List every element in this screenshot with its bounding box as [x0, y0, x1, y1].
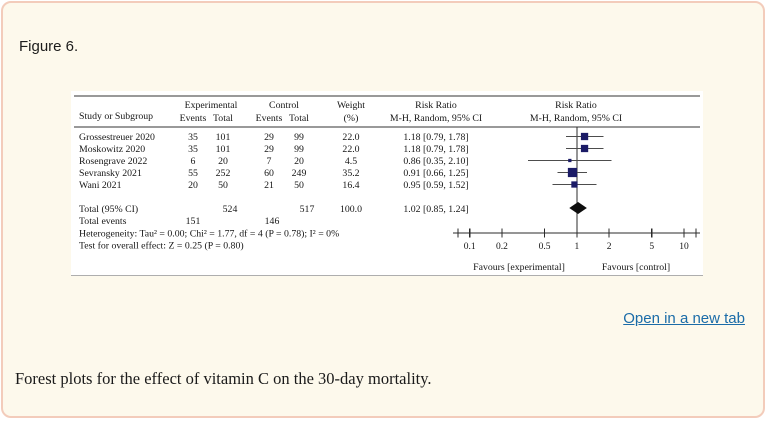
axis-tick-label: 0.1: [464, 242, 476, 252]
ctl-events: 21: [264, 180, 274, 191]
exp-total: 50: [218, 180, 228, 191]
axis-tick-label: 0.2: [496, 242, 508, 252]
plot-header-risk-ratio: Risk Ratio: [555, 100, 597, 111]
study-name: Sevransky 2021: [79, 168, 142, 179]
weight-value: 22.0: [342, 144, 359, 155]
ctl-events: 29: [264, 132, 274, 143]
total-events-label: Total events: [79, 216, 127, 227]
rr-ci-text: 0.91 [0.66, 1.25]: [403, 168, 468, 179]
heterogeneity-text: Heterogeneity: Tau² = 0.00; Chi² = 1.77,…: [79, 229, 339, 240]
ctl-total: 99: [294, 132, 304, 143]
weight-value: 35.2: [342, 168, 359, 179]
study-name: Moskowitz 2020: [79, 144, 145, 155]
study-name: Grossestreuer 2020: [79, 132, 155, 143]
total-rr-ci-text: 1.02 [0.85, 1.24]: [403, 204, 468, 215]
total-weight: 100.0: [340, 204, 362, 215]
total-exp: 524: [223, 204, 238, 215]
ctl-events: 60: [264, 168, 274, 179]
rr-ci-text: 0.95 [0.59, 1.52]: [403, 180, 468, 191]
axis-tick-label: 1: [574, 242, 579, 252]
open-in-new-tab-link[interactable]: Open in a new tab: [623, 310, 745, 327]
rr-ci-text: 1.18 [0.79, 1.78]: [403, 144, 468, 155]
total-events-ctl: 146: [265, 216, 280, 227]
total-row-label: Total (95% CI): [79, 204, 138, 215]
rr-ci-text: 0.86 [0.35, 2.10]: [403, 156, 468, 167]
exp-events: 35: [188, 144, 198, 155]
summary-diamond: [569, 202, 587, 214]
col-header-weight-pct: (%): [344, 113, 359, 124]
axis-tick-label: 10: [679, 242, 689, 252]
axis-tick-label: 2: [607, 242, 612, 252]
weight-value: 16.4: [342, 180, 359, 191]
col-header-weight: Weight: [337, 100, 365, 111]
col-header-total-ctl: Total: [289, 113, 309, 124]
col-header-study: Study or Subgroup: [79, 111, 153, 122]
ctl-events: 7: [267, 156, 272, 167]
col-header-method: M-H, Random, 95% CI: [390, 113, 482, 124]
exp-total: 101: [216, 132, 231, 143]
study-name: Rosengrave 2022: [79, 156, 147, 167]
axis-tick-label: 5: [649, 242, 654, 252]
favours-left-label: Favours [experimental]: [473, 262, 565, 273]
col-header-control: Control: [269, 100, 299, 111]
figure-card: Figure 6. Study or Subgroup Experimental E…: [1, 1, 765, 418]
point-estimate-square: [580, 132, 589, 141]
point-estimate-square: [580, 144, 589, 153]
figure-label: Figure 6.: [19, 38, 79, 55]
exp-events: 6: [191, 156, 196, 167]
col-header-total-exp: Total: [213, 113, 233, 124]
point-estimate-square: [568, 158, 572, 163]
weight-value: 22.0: [342, 132, 359, 143]
exp-events: 20: [188, 180, 198, 191]
col-header-risk-ratio: Risk Ratio: [415, 100, 457, 111]
ctl-total: 99: [294, 144, 304, 155]
ctl-total: 249: [292, 168, 307, 179]
figure-caption: Forest plots for the effect of vitamin C…: [15, 369, 432, 388]
exp-total: 252: [216, 168, 231, 179]
col-header-events-exp: Events: [180, 113, 207, 124]
figure-image[interactable]: Study or Subgroup Experimental Events Total…: [71, 91, 703, 276]
point-estimate-square: [571, 181, 578, 188]
forest-plot-svg: Study or Subgroup Experimental Events Total…: [74, 95, 700, 273]
axis-tick-label: 0.5: [539, 242, 551, 252]
point-estimate-square: [567, 167, 578, 178]
exp-events: 55: [188, 168, 198, 179]
ctl-total: 20: [294, 156, 304, 167]
total-events-exp: 151: [186, 216, 201, 227]
ctl-total: 50: [294, 180, 304, 191]
study-name: Wani 2021: [79, 180, 122, 191]
exp-total: 101: [216, 144, 231, 155]
col-header-events-ctl: Events: [256, 113, 283, 124]
favours-right-label: Favours [control]: [602, 262, 670, 273]
ctl-events: 29: [264, 144, 274, 155]
overall-effect-text: Test for overall effect: Z = 0.25 (P = 0…: [79, 241, 244, 252]
rr-ci-text: 1.18 [0.79, 1.78]: [403, 132, 468, 143]
col-header-experimental: Experimental: [185, 100, 238, 111]
weight-value: 4.5: [345, 156, 357, 167]
total-ctl: 517: [300, 204, 315, 215]
exp-total: 20: [218, 156, 228, 167]
exp-events: 35: [188, 132, 198, 143]
plot-header-method: M-H, Random, 95% CI: [530, 113, 622, 124]
